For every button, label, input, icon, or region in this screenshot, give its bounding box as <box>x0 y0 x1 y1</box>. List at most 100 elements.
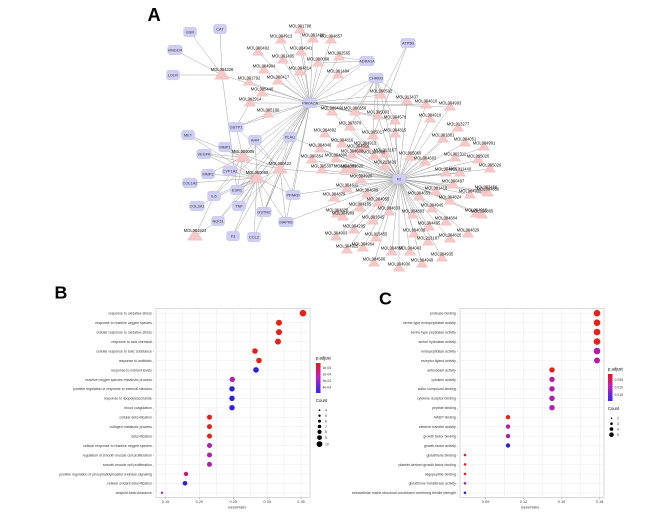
svg-text:1e-04: 1e-04 <box>323 366 332 370</box>
svg-text:MOL095026: MOL095026 <box>467 154 490 159</box>
svg-text:growth factor activity -: growth factor activity - <box>424 444 459 448</box>
svg-text:F3: F3 <box>231 233 236 238</box>
svg-text:MOL000354: MOL000354 <box>301 154 324 159</box>
svg-text:MOL004911: MOL004911 <box>459 189 482 194</box>
svg-text:MOL304925: MOL304925 <box>336 244 359 249</box>
svg-text:response to antibiotic -: response to antibiotic - <box>119 359 155 363</box>
svg-text:COL1A2: COL1A2 <box>183 180 198 185</box>
svg-text:MOL213187: MOL213187 <box>417 236 440 241</box>
svg-text:0.010: 0.010 <box>615 385 624 389</box>
svg-text:MOL004828: MOL004828 <box>326 208 349 213</box>
svg-text:cytokine activity -: cytokine activity - <box>431 378 458 382</box>
svg-text:MOL000098: MOL000098 <box>307 57 330 62</box>
svg-text:serine-type peptidase activity: serine-type peptidase activity - <box>411 331 459 335</box>
svg-text:3: 3 <box>617 422 619 426</box>
svg-text:p.adjust: p.adjust <box>608 367 624 372</box>
svg-text:MOL004916: MOL004916 <box>347 144 370 149</box>
svg-text:cellular detoxification -: cellular detoxification - <box>119 416 154 420</box>
svg-text:MOL005100: MOL005100 <box>257 108 280 113</box>
svg-text:4: 4 <box>617 427 619 431</box>
svg-text:MOL304495: MOL304495 <box>418 221 441 226</box>
svg-text:MOL004043: MOL004043 <box>399 246 422 251</box>
svg-text:MOL004913: MOL004913 <box>270 34 293 39</box>
svg-text:MOL002914: MOL002914 <box>239 97 262 102</box>
svg-text:MOL004883: MOL004883 <box>402 209 425 214</box>
svg-text:MOL001820: MOL001820 <box>341 164 364 169</box>
svg-text:response to nutrient levels -: response to nutrient levels - <box>111 368 155 372</box>
svg-text:blood coagulation -: blood coagulation - <box>124 406 154 410</box>
svg-text:MOL015455: MOL015455 <box>365 232 388 237</box>
svg-text:MOL001418: MOL001418 <box>425 186 448 191</box>
svg-text:cytokine receptor binding -: cytokine receptor binding - <box>417 397 459 401</box>
svg-text:serine hydrolase activity -: serine hydrolase activity - <box>419 340 459 344</box>
svg-text:MOL001798: MOL001798 <box>289 24 312 29</box>
svg-text:HMGCR: HMGCR <box>168 47 183 52</box>
svg-text:MOL004892: MOL004892 <box>314 128 337 133</box>
svg-text:MOL004105: MOL004105 <box>349 202 372 207</box>
svg-text:0.12: 0.12 <box>520 499 528 504</box>
svg-text:MOL004816: MOL004816 <box>331 138 354 143</box>
svg-text:ATP5B: ATP5B <box>402 40 414 45</box>
svg-text:Count: Count <box>316 398 328 403</box>
svg-text:response to oxidative stress -: response to oxidative stress - <box>108 312 154 316</box>
svg-text:PRKACA: PRKACA <box>302 100 318 105</box>
svg-text:MOL304935: MOL304935 <box>431 252 454 257</box>
svg-text:MOL004896: MOL004896 <box>325 153 348 158</box>
svg-text:MOL004904: MOL004904 <box>253 64 276 69</box>
svg-text:5: 5 <box>325 414 327 418</box>
svg-text:response to reactive oxygen sp: response to reactive oxygen species - <box>95 321 155 325</box>
svg-text:0.15: 0.15 <box>162 499 170 504</box>
svg-text:MOL004833: MOL004833 <box>378 206 401 211</box>
svg-text:PLAU: PLAU <box>285 134 295 139</box>
svg-text:MOL004814: MOL004814 <box>289 66 312 71</box>
svg-text:MOL011440: MOL011440 <box>449 167 472 172</box>
svg-text:MOL004857: MOL004857 <box>320 34 343 39</box>
svg-text:0.35: 0.35 <box>297 499 305 504</box>
svg-text:platelet-derived growth factor: platelet-derived growth factor binding - <box>398 463 458 467</box>
svg-text:MOL004506: MOL004506 <box>363 257 386 262</box>
svg-text:MOL004815: MOL004815 <box>384 128 407 133</box>
svg-text:MOL001801: MOL001801 <box>432 133 455 138</box>
svg-text:positive regulation of phospha: positive regulation of phosphatidylinosi… <box>59 472 155 476</box>
svg-text:sulfur compound binding -: sulfur compound binding - <box>418 387 459 391</box>
svg-text:2: 2 <box>617 417 619 421</box>
svg-text:serine-type endopeptidase acti: serine-type endopeptidase activity - <box>403 321 459 325</box>
svg-text:detoxification -: detoxification - <box>131 435 154 439</box>
svg-text:0.15: 0.15 <box>558 499 566 504</box>
svg-text:MOL000417: MOL000417 <box>267 75 290 80</box>
svg-text:glutathione transferase activi: glutathione transferase activity - <box>409 482 459 486</box>
svg-text:GSTP1: GSTP1 <box>230 124 243 129</box>
svg-text:MOL001494: MOL001494 <box>327 69 350 74</box>
svg-text:ESR1: ESR1 <box>232 187 242 192</box>
svg-text:MOL004829: MOL004829 <box>457 228 480 233</box>
svg-text:MOL005060: MOL005060 <box>399 151 422 156</box>
svg-text:MOL001645: MOL001645 <box>362 215 385 220</box>
svg-text:4e-04: 4e-04 <box>323 386 332 390</box>
svg-text:2e-04: 2e-04 <box>323 373 332 377</box>
svg-text:MOL004205: MOL004205 <box>343 224 366 229</box>
svg-text:MOL004603: MOL004603 <box>414 156 437 161</box>
svg-text:0.015: 0.015 <box>615 393 624 397</box>
svg-text:MOL000492: MOL000492 <box>247 46 270 51</box>
svg-text:MOL013167: MOL013167 <box>374 148 397 153</box>
svg-text:MMP1: MMP1 <box>219 144 230 149</box>
svg-text:MOL004576: MOL004576 <box>384 115 407 120</box>
svg-text:MOL013437: MOL013437 <box>396 95 419 100</box>
svg-text:0.25: 0.25 <box>230 499 238 504</box>
svg-text:Count: Count <box>608 406 620 411</box>
svg-text:cellular response to reactive: cellular response to reactive oxygen spe… <box>83 444 155 448</box>
svg-text:positive regulation of respons: positive regulation of response to exter… <box>73 387 155 391</box>
svg-text:cellular oxidant detoxificatio: cellular oxidant detoxification - <box>107 482 155 486</box>
svg-text:MOL003456: MOL003456 <box>475 185 498 190</box>
svg-text:MOL004656: MOL004656 <box>477 187 500 192</box>
svg-text:MOL001495: MOL001495 <box>272 54 295 59</box>
svg-text:MOL004920: MOL004920 <box>350 174 373 179</box>
svg-text:MOL305307: MOL305307 <box>311 164 334 169</box>
svg-text:antioxidant activity -: antioxidant activity - <box>427 368 459 372</box>
svg-text:GSTM2: GSTM2 <box>257 209 270 214</box>
svg-text:TNF: TNF <box>235 203 243 208</box>
svg-text:MOL307879: MOL307879 <box>339 121 362 126</box>
svg-text:MOL004055: MOL004055 <box>367 197 390 202</box>
svg-text:7: 7 <box>325 425 327 429</box>
svg-text:MOL013277: MOL013277 <box>447 122 470 127</box>
